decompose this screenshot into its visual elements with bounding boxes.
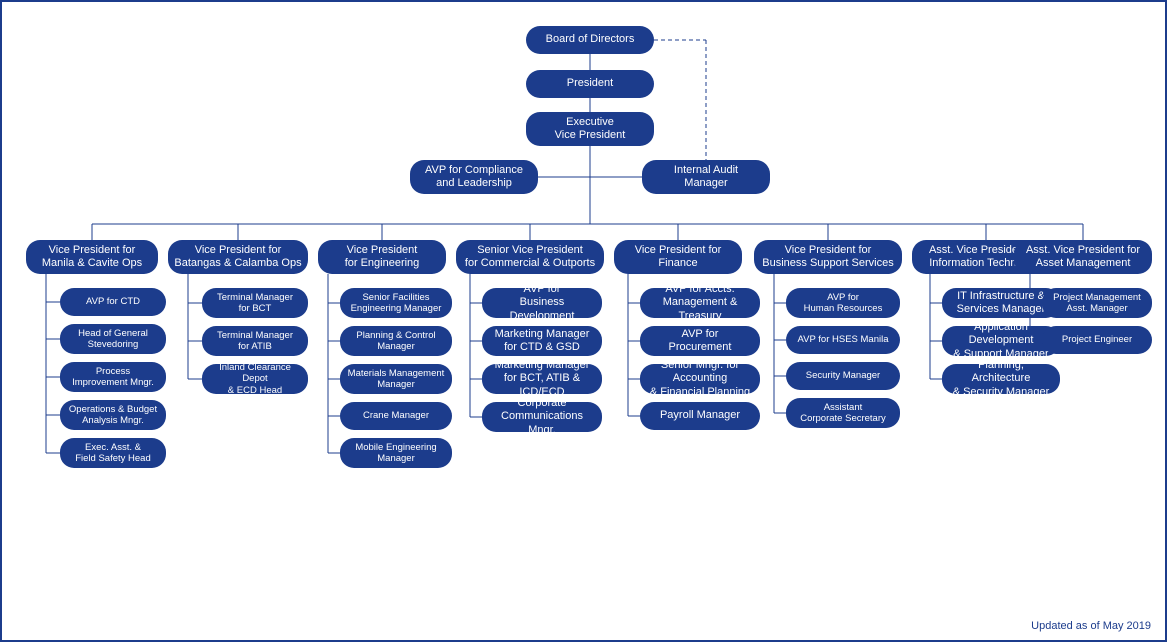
node-internal_audit: Internal AuditManager: [642, 160, 770, 194]
node-president: President: [526, 70, 654, 98]
node-s4: AssistantCorporate Secretary: [786, 398, 900, 428]
node-s1: AVP forHuman Resources: [786, 288, 900, 318]
node-vp_finance: Vice President forFinance: [614, 240, 742, 274]
node-vp_bss: Vice President forBusiness Support Servi…: [754, 240, 902, 274]
node-c2: Marketing Managerfor CTD & GSD: [482, 326, 602, 356]
node-svp_commercial: Senior Vice Presidentfor Commercial & Ou…: [456, 240, 604, 274]
node-avp_compliance: AVP for Complianceand Leadership: [410, 160, 538, 194]
node-f2: AVP forProcurement: [640, 326, 760, 356]
node-a2: Project Engineer: [1042, 326, 1152, 354]
node-it3: Planning, Architecture& Security Manager: [942, 364, 1060, 394]
node-vp_manila: Vice President forManila & Cavite Ops: [26, 240, 158, 274]
node-f4: Payroll Manager: [640, 402, 760, 430]
node-e3: Materials ManagementManager: [340, 364, 452, 394]
node-s2: AVP for HSES Manila: [786, 326, 900, 354]
node-m5: Exec. Asst. &Field Safety Head: [60, 438, 166, 468]
node-e5: Mobile EngineeringManager: [340, 438, 452, 468]
node-c3: Marketing Managerfor BCT, ATIB & ICD/ECD: [482, 364, 602, 394]
node-f1: AVP for Accts.Management & Treasury: [640, 288, 760, 318]
node-vp_batangas: Vice President forBatangas & Calamba Ops: [168, 240, 308, 274]
node-c1: AVP forBusiness Development: [482, 288, 602, 318]
node-avp_asset: Asst. Vice President forAsset Management: [1014, 240, 1152, 274]
node-vp_engineering: Vice Presidentfor Engineering: [318, 240, 446, 274]
node-f3: Senior Mngr. for Accounting& Financial P…: [640, 364, 760, 394]
node-board: Board of Directors: [526, 26, 654, 54]
node-m4: Operations & BudgetAnalysis Mngr.: [60, 400, 166, 430]
footer-updated: Updated as of May 2019: [1031, 620, 1151, 632]
node-b3: Inland Clearance Depot& ECD Head: [202, 364, 308, 394]
node-m2: Head of GeneralStevedoring: [60, 324, 166, 354]
node-a1: Project ManagementAsst. Manager: [1042, 288, 1152, 318]
node-c4: CorporateCommunications Mngr.: [482, 402, 602, 432]
node-e1: Senior FacilitiesEngineering Manager: [340, 288, 452, 318]
node-e2: Planning & ControlManager: [340, 326, 452, 356]
node-m1: AVP for CTD: [60, 288, 166, 316]
node-m3: ProcessImprovement Mngr.: [60, 362, 166, 392]
node-s3: Security Manager: [786, 362, 900, 390]
node-b2: Terminal Managerfor ATIB: [202, 326, 308, 356]
node-evp: ExecutiveVice President: [526, 112, 654, 146]
node-e4: Crane Manager: [340, 402, 452, 430]
node-b1: Terminal Managerfor BCT: [202, 288, 308, 318]
